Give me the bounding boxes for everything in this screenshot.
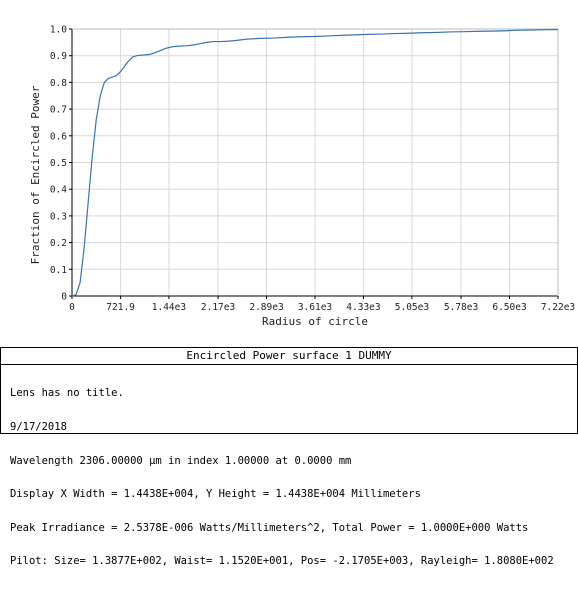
info-panel-title: Encircled Power surface 1 DUMMY <box>1 348 577 365</box>
y-tick-label: 0.7 <box>50 105 67 116</box>
chart-grid <box>71 28 559 297</box>
date-line: 9/17/2018 <box>10 421 67 434</box>
y-tick-label: 0.1 <box>50 265 67 276</box>
x-tick-label: 2.89e3 <box>249 302 283 313</box>
x-tick-label: 721.9 <box>106 302 135 313</box>
x-tick-label: 7.22e3 <box>541 302 575 313</box>
info-panel-lines: Lens has no title. 9/17/2018 Wavelength … <box>1 365 577 590</box>
y-tick-label: 0.4 <box>50 185 67 196</box>
x-tick-label: 5.05e3 <box>395 302 429 313</box>
x-tick-label: 5.78e3 <box>444 302 478 313</box>
wavelength-line: Wavelength 2306.00000 µm in index 1.0000… <box>10 454 352 467</box>
info-panel: Encircled Power surface 1 DUMMY Lens has… <box>0 347 578 567</box>
y-tick-label: 0 <box>61 292 67 303</box>
x-tick-label: 1.44e3 <box>152 302 186 313</box>
encircled-power-chart: 0 721.9 1.44e3 2.17e3 2.89e3 3.61e3 4.33e3 5.05… <box>29 25 575 329</box>
x-tick-label: 4.33e3 <box>346 302 380 313</box>
display-size-line: Display X Width = 1.4438E+004, Y Height … <box>10 488 421 501</box>
x-axis-label: Radius of circle <box>262 315 368 328</box>
y-tick-label: 0.9 <box>50 51 67 62</box>
y-tick-label: 0.6 <box>50 131 67 142</box>
lens-title-line: Lens has no title. <box>10 387 124 400</box>
y-tick-label: 0.2 <box>50 238 67 249</box>
y-axis-label: Fraction of Encircled Power <box>29 85 42 264</box>
x-tick-label: 6.50e3 <box>492 302 526 313</box>
chart-tick-labels: 0 721.9 1.44e3 2.17e3 2.89e3 3.61e3 4.33e3 5.05… <box>50 25 575 314</box>
chart-axes <box>69 28 559 299</box>
series-line <box>71 28 559 297</box>
y-tick-label: 0.8 <box>50 78 67 89</box>
x-tick-label: 2.17e3 <box>201 302 235 313</box>
y-tick-label: 0.3 <box>50 211 67 222</box>
irradiance-line: Peak Irradiance = 2.5378E-006 Watts/Mill… <box>10 521 529 534</box>
y-tick-label: 1.0 <box>50 25 67 36</box>
x-tick-label: 0 <box>69 302 75 313</box>
x-tick-label: 3.61e3 <box>298 302 332 313</box>
pilot-line: Pilot: Size= 1.3877E+002, Waist= 1.1520E… <box>10 555 554 568</box>
chart-series <box>71 28 559 297</box>
y-tick-label: 0.5 <box>50 158 67 169</box>
